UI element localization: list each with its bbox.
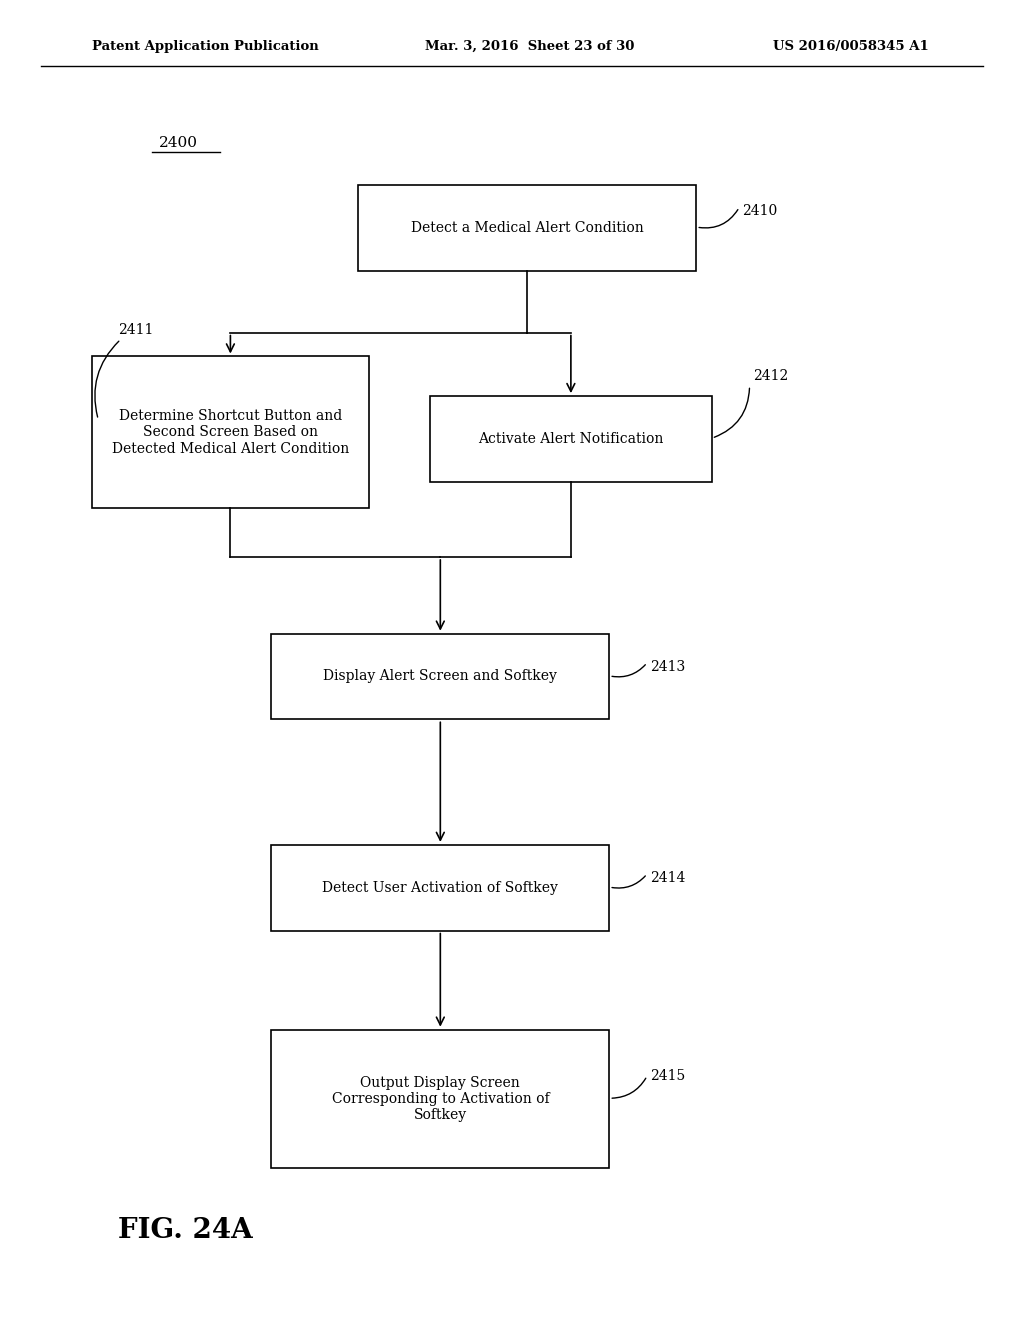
- Text: Detect User Activation of Softkey: Detect User Activation of Softkey: [323, 880, 558, 895]
- Text: Patent Application Publication: Patent Application Publication: [92, 40, 318, 53]
- Text: Output Display Screen
Corresponding to Activation of
Softkey: Output Display Screen Corresponding to A…: [332, 1076, 549, 1122]
- FancyBboxPatch shape: [271, 845, 609, 931]
- FancyBboxPatch shape: [271, 1030, 609, 1168]
- Text: Detect a Medical Alert Condition: Detect a Medical Alert Condition: [411, 220, 644, 235]
- Text: 2415: 2415: [650, 1069, 685, 1082]
- Text: Determine Shortcut Button and
Second Screen Based on
Detected Medical Alert Cond: Determine Shortcut Button and Second Scr…: [112, 409, 349, 455]
- Text: US 2016/0058345 A1: US 2016/0058345 A1: [773, 40, 929, 53]
- Text: 2413: 2413: [650, 660, 685, 673]
- Text: Mar. 3, 2016  Sheet 23 of 30: Mar. 3, 2016 Sheet 23 of 30: [425, 40, 634, 53]
- FancyBboxPatch shape: [271, 634, 609, 719]
- Text: 2400: 2400: [159, 136, 198, 149]
- Text: 2412: 2412: [753, 370, 787, 383]
- Text: Display Alert Screen and Softkey: Display Alert Screen and Softkey: [324, 669, 557, 684]
- FancyBboxPatch shape: [92, 356, 369, 508]
- Text: FIG. 24A: FIG. 24A: [118, 1217, 253, 1243]
- Text: 2411: 2411: [118, 323, 154, 337]
- FancyBboxPatch shape: [358, 185, 696, 271]
- Text: 2414: 2414: [650, 871, 686, 884]
- FancyBboxPatch shape: [430, 396, 712, 482]
- Text: 2410: 2410: [742, 205, 777, 218]
- Text: Activate Alert Notification: Activate Alert Notification: [478, 432, 664, 446]
